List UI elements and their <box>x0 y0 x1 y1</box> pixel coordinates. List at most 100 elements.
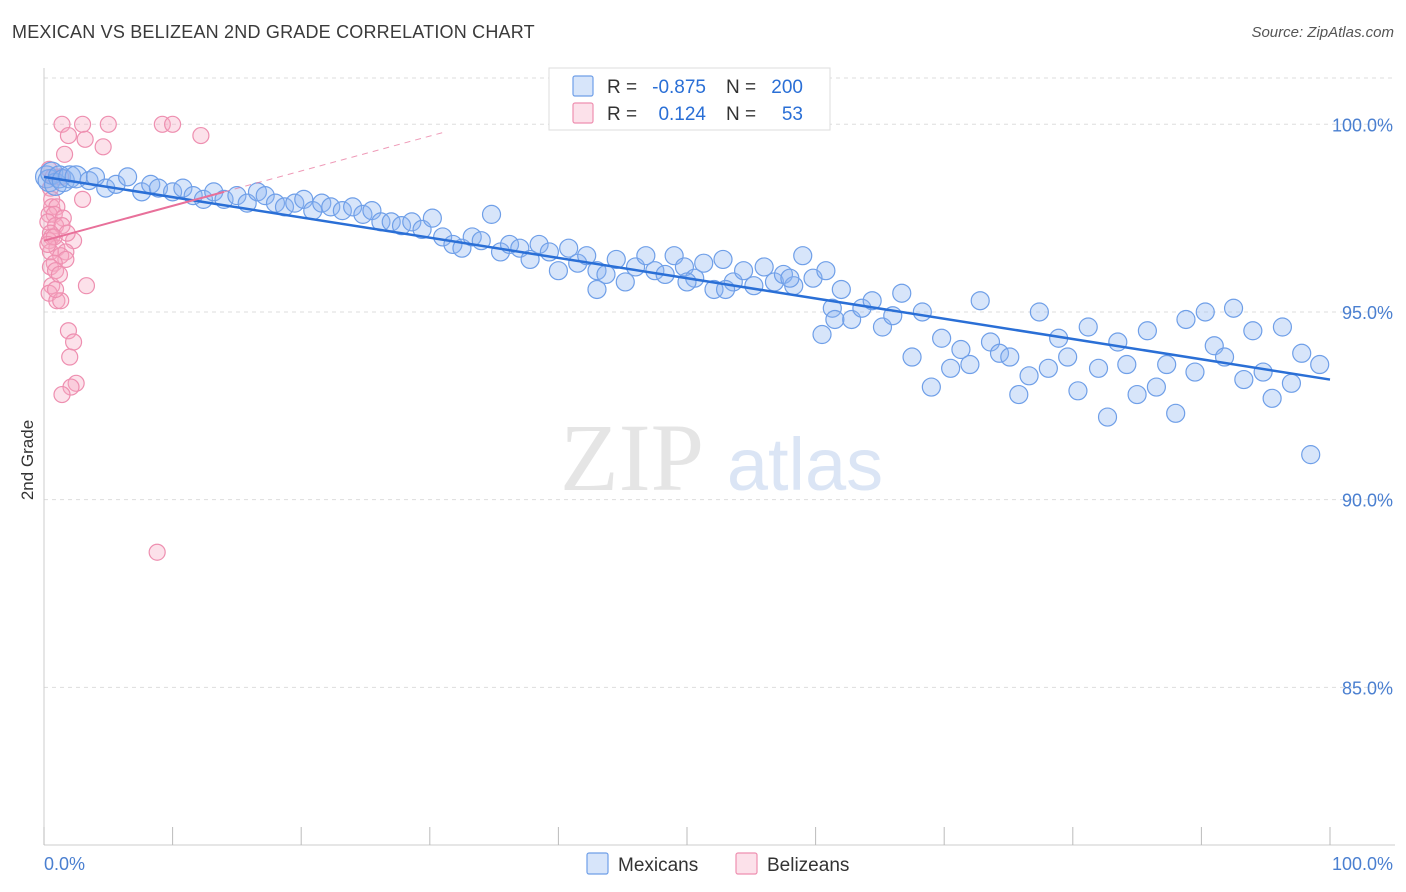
mexican-point <box>1301 445 1321 465</box>
stats-swatch <box>572 102 594 124</box>
belizean-point <box>59 126 78 145</box>
mexican-point <box>780 268 800 288</box>
mexican-point <box>1234 369 1254 390</box>
legend-swatch <box>735 852 758 875</box>
mexican-point <box>1058 347 1078 367</box>
mexican-point <box>615 272 635 292</box>
mexican-point <box>970 291 990 311</box>
mexican-point <box>912 302 932 322</box>
mexican-point <box>1097 407 1118 427</box>
belizean-point <box>73 115 92 133</box>
stats-r-value: 0.124 <box>658 104 706 125</box>
mexican-point <box>1117 354 1137 375</box>
mexican-point <box>1292 343 1312 363</box>
x-tick-label: 0.0% <box>44 854 85 874</box>
mexican-point <box>332 201 352 221</box>
belizeans-trend-line <box>43 190 225 242</box>
mexican-point <box>951 339 971 360</box>
y-tick-label: 95.0% <box>1342 303 1393 323</box>
belizean-point <box>77 277 96 295</box>
mexican-point <box>1243 321 1263 341</box>
mexican-point <box>862 291 882 311</box>
belizean-point <box>50 265 69 284</box>
stats-r-label: R = <box>607 77 637 98</box>
belizean-point <box>59 322 78 340</box>
mexican-point <box>1166 403 1186 423</box>
mexican-point <box>1262 388 1282 408</box>
mexican-point <box>1272 317 1293 337</box>
stats-n-label: N = <box>726 104 756 125</box>
mexican-point <box>117 167 138 187</box>
mexican-point <box>932 328 952 348</box>
mexican-point <box>989 343 1010 363</box>
series-legend: Mexicans Belizeans <box>586 852 849 876</box>
belizean-point <box>164 115 182 133</box>
mexican-point <box>1253 362 1273 382</box>
mexican-point <box>1038 358 1058 378</box>
mexican-point <box>559 238 579 258</box>
mexican-point <box>1195 302 1215 322</box>
mexican-point <box>1127 384 1147 405</box>
mexican-point <box>1068 381 1088 401</box>
mexican-point <box>255 186 275 206</box>
belizean-point <box>61 348 79 366</box>
belizean-point <box>55 145 74 163</box>
mexican-point <box>892 283 912 303</box>
mexican-point <box>391 216 412 236</box>
chart-title: MEXICAN VS BELIZEAN 2ND GRADE CORRELATIO… <box>12 22 535 42</box>
mexican-point <box>148 178 169 198</box>
legend-swatch <box>586 852 609 875</box>
mexican-point <box>577 246 597 266</box>
mexican-point <box>825 309 845 330</box>
belizean-point <box>76 130 94 148</box>
belizean-point <box>73 190 92 208</box>
mexican-point <box>529 234 549 255</box>
stats-swatch <box>572 75 594 97</box>
mexican-point <box>831 279 851 300</box>
mexican-point <box>921 377 941 397</box>
mexican-point <box>343 197 363 217</box>
mexican-point <box>422 208 442 228</box>
y-tick-label: 85.0% <box>1342 678 1393 698</box>
mexican-point <box>704 279 724 300</box>
mexican-point <box>1019 366 1039 386</box>
mexican-point <box>1157 354 1177 375</box>
mexican-point <box>1137 321 1157 341</box>
mexican-point <box>677 272 697 292</box>
watermark-atlas: atlas <box>727 423 883 506</box>
grid-lines <box>44 77 1395 688</box>
mexican-point <box>1000 347 1020 367</box>
belizean-point <box>94 138 112 156</box>
y-tick-label: 90.0% <box>1342 491 1393 511</box>
belizean-point <box>148 543 166 561</box>
mexican-point <box>1223 298 1244 318</box>
mexican-point <box>548 261 569 281</box>
legend-label: Belizeans <box>767 855 849 876</box>
mexican-point <box>754 257 774 277</box>
mexican-point <box>1281 373 1302 393</box>
y-tick-label: 100.0% <box>1332 115 1393 135</box>
mexican-point <box>173 178 193 198</box>
mexican-point <box>822 298 842 318</box>
axes <box>43 68 1395 846</box>
stats-r-label: R = <box>607 104 637 125</box>
trend-lines <box>43 132 1331 381</box>
stats-n-label: N = <box>726 77 756 98</box>
mexican-point <box>744 276 764 296</box>
mexican-point <box>636 246 656 266</box>
mexican-point <box>1029 302 1049 322</box>
mexican-point <box>1078 317 1098 337</box>
mexican-point <box>402 212 422 232</box>
belizeans-trend-extension <box>223 132 443 193</box>
mexican-point <box>1185 362 1205 382</box>
mexicans-trend-line <box>43 175 1331 381</box>
belizean-point <box>53 385 71 404</box>
mexican-point <box>1146 377 1166 397</box>
belizean-point <box>52 292 70 310</box>
mexican-point <box>960 354 980 375</box>
belizean-point <box>46 280 65 299</box>
mexican-point <box>793 246 813 266</box>
mexican-point <box>1176 309 1196 330</box>
mexican-point <box>606 249 626 270</box>
